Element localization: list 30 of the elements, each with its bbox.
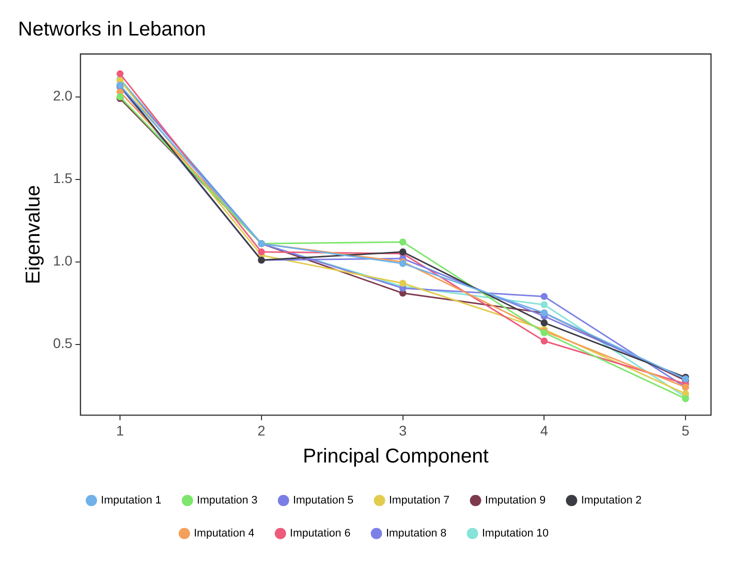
- x-axis-title: Principal Component: [302, 446, 489, 468]
- legend-label: Imputation 9: [485, 494, 546, 507]
- point: [116, 70, 124, 78]
- point: [540, 301, 548, 308]
- x-tick-label: 3: [398, 422, 407, 438]
- chart-title: Networks in Lebanon: [18, 18, 206, 41]
- legend-label: Imputation 4: [194, 528, 254, 540]
- x-tick-label: 2: [258, 422, 266, 438]
- legend-label: Imputation 2: [581, 494, 642, 507]
- point: [399, 280, 406, 287]
- point: [258, 248, 265, 256]
- x-tick-label: 5: [682, 422, 690, 438]
- legend-label: Imputation 7: [389, 494, 450, 507]
- legend-label: Imputation 10: [482, 528, 549, 540]
- x-tick-label: 1: [116, 422, 124, 438]
- y-tick-label: 0.5: [52, 335, 73, 352]
- legend-label: Imputation 1: [100, 494, 162, 507]
- y-axis-title: Eigenvalue: [22, 185, 45, 284]
- point: [540, 319, 548, 326]
- point: [540, 337, 548, 344]
- y-tick-label: 1.5: [52, 170, 73, 186]
- legend-label: Imputation 3: [196, 494, 258, 507]
- legend-label: Imputation 6: [290, 528, 350, 540]
- y-tick-label: 1.0: [52, 252, 73, 269]
- x-tick-label: 4: [540, 422, 548, 438]
- point: [540, 292, 548, 300]
- legend-label: Imputation 8: [386, 528, 446, 540]
- legend-label: Imputation 5: [292, 494, 354, 507]
- y-tick-label: 2.0: [52, 88, 73, 104]
- point: [399, 238, 406, 246]
